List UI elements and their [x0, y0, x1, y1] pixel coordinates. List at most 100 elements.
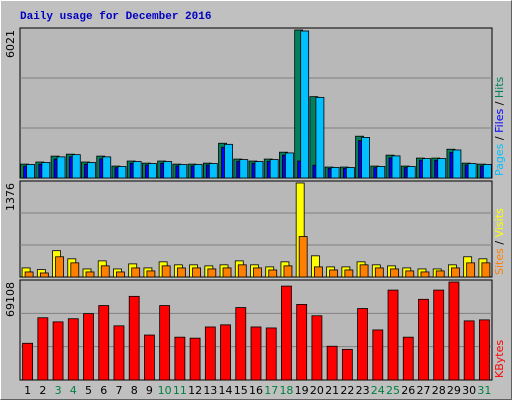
- legend-entry: Visits: [493, 208, 506, 237]
- bar: [144, 334, 155, 381]
- x-tick-label: 18: [279, 384, 293, 397]
- bar: [163, 161, 173, 179]
- bar: [52, 321, 64, 381]
- legend-entry: Hits: [493, 76, 506, 98]
- bar: [420, 271, 430, 278]
- bar: [235, 307, 247, 381]
- bar: [22, 342, 34, 381]
- bar: [83, 313, 94, 381]
- bar: [146, 270, 156, 278]
- legend: KBytes: [493, 340, 506, 378]
- x-tick-label: 12: [188, 384, 202, 397]
- y-max-label: 1376: [4, 183, 17, 211]
- bar: [26, 164, 36, 179]
- bar: [100, 265, 110, 278]
- bar: [41, 162, 51, 179]
- bar: [87, 162, 96, 179]
- bar: [148, 163, 157, 179]
- x-tick-label: 21: [325, 384, 339, 397]
- bar: [116, 271, 125, 278]
- plot-area: [19, 180, 493, 278]
- legend-entry: Sites: [493, 248, 506, 275]
- bar: [102, 156, 112, 179]
- x-tick-label: 1: [24, 384, 31, 397]
- x-tick-label: 27: [416, 384, 430, 397]
- bar: [85, 271, 95, 278]
- bar: [281, 285, 292, 381]
- bar: [176, 267, 186, 278]
- bar: [98, 305, 110, 381]
- bar: [452, 149, 462, 179]
- bar: [406, 166, 416, 179]
- x-tick-label: 26: [401, 384, 415, 397]
- bar: [314, 266, 323, 278]
- bar: [220, 324, 231, 381]
- legend-entry: KBytes: [493, 340, 506, 378]
- bar: [298, 236, 308, 278]
- x-tick-label: 16: [249, 384, 263, 397]
- bar: [224, 143, 233, 179]
- legend: Pages / Files / Hits: [493, 76, 506, 176]
- x-tick-label: 14: [219, 384, 233, 397]
- x-tick-label: 24: [371, 384, 385, 397]
- bar: [296, 304, 308, 381]
- bar: [357, 308, 368, 381]
- bar: [193, 164, 203, 179]
- x-tick-label: 17: [264, 384, 278, 397]
- bar: [390, 268, 399, 278]
- bar: [192, 267, 201, 278]
- bar: [344, 269, 354, 278]
- bar: [283, 265, 293, 278]
- x-tick-label: 19: [295, 384, 309, 397]
- x-tick-label: 7: [115, 384, 122, 397]
- x-tick-label: 2: [39, 384, 46, 397]
- bar: [239, 159, 249, 179]
- bar: [433, 289, 445, 381]
- bar: [405, 270, 415, 278]
- bar: [372, 329, 384, 381]
- bar: [467, 163, 477, 179]
- bar: [208, 163, 218, 179]
- bar: [222, 267, 232, 278]
- legend-entry: Files: [493, 109, 506, 133]
- bar: [329, 269, 339, 278]
- legend-separator: /: [493, 133, 506, 144]
- bar: [253, 267, 262, 278]
- x-tick-label: 10: [158, 384, 172, 397]
- bar: [437, 158, 447, 179]
- legend-separator: /: [493, 98, 506, 109]
- x-tick-label: 9: [146, 384, 153, 397]
- y-max-label: 6021: [4, 30, 17, 58]
- bar: [466, 262, 476, 278]
- x-tick-label: 15: [234, 384, 248, 397]
- x-tick-label: 29: [447, 384, 461, 397]
- bar: [174, 336, 186, 381]
- y-max-label: 69108: [4, 282, 17, 317]
- bar: [359, 264, 369, 278]
- bar: [207, 268, 217, 278]
- bar: [387, 289, 399, 381]
- bar: [376, 166, 386, 179]
- bar: [361, 137, 370, 179]
- legend-entry: Pages: [493, 143, 506, 176]
- bar: [24, 271, 34, 278]
- x-tick-label: 3: [55, 384, 62, 397]
- x-tick-label: 31: [477, 384, 491, 397]
- bar: [178, 164, 188, 179]
- bar: [451, 267, 460, 278]
- bar: [300, 30, 310, 179]
- bar: [113, 325, 125, 381]
- bar: [71, 154, 81, 179]
- bar: [422, 158, 431, 179]
- bar: [56, 156, 66, 179]
- bar: [55, 256, 64, 278]
- bar: [482, 164, 492, 179]
- x-tick-label: 28: [432, 384, 446, 397]
- bar: [269, 159, 279, 179]
- bar: [37, 317, 49, 381]
- x-tick-label: 4: [70, 384, 77, 397]
- x-tick-label: 22: [340, 384, 354, 397]
- x-tick-label: 30: [462, 384, 476, 397]
- x-tick-label: 5: [85, 384, 92, 397]
